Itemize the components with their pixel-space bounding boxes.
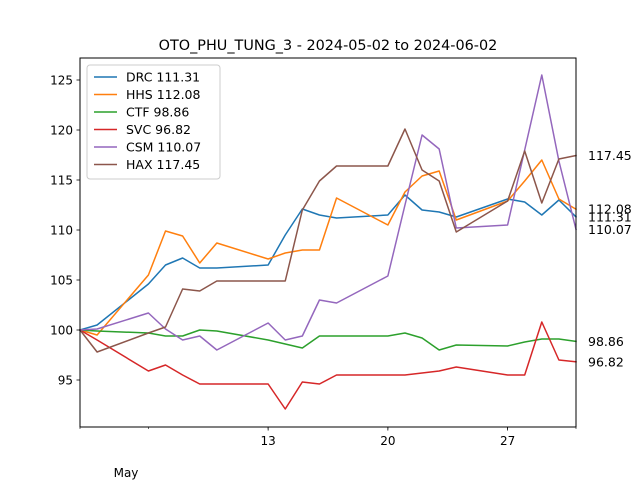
end-value-label-1: 112.08 — [588, 202, 632, 217]
series-line-4 — [79, 74, 577, 351]
legend-label-2: CTF 98.86 — [126, 105, 189, 120]
end-value-label-5: 117.45 — [588, 148, 632, 163]
series-layer — [78, 74, 578, 410]
end-value-label-0: 111.31 — [588, 209, 632, 224]
y-tick-label-4: 115 — [50, 174, 73, 188]
series-line-2 — [79, 329, 577, 351]
x-tick-label-1: 20 — [380, 434, 395, 448]
legend-frame — [86, 64, 221, 180]
end-value-label-4: 110.07 — [588, 222, 632, 237]
series-line-5 — [78, 128, 577, 353]
x-tick-label-0: 13 — [260, 434, 275, 448]
legend-label-0: DRC 111.31 — [126, 70, 200, 85]
x-month-label: May — [114, 466, 139, 480]
legend-label-1: HHS 112.08 — [126, 87, 200, 102]
y-tick-label-1: 100 — [50, 324, 73, 338]
series-line-1 — [79, 159, 578, 336]
axes-layer: 95 100 105 110 115 120 125 13 20 27 May — [50, 74, 577, 480]
chart-title: OTO_PHU_TUNG_3 - 2024-05-02 to 2024-06-0… — [159, 38, 498, 54]
y-tick-label-3: 110 — [50, 224, 73, 238]
legend: DRC 111.31 HHS 112.08 CTF 98.86 SVC 96.82 CS… — [86, 64, 221, 180]
end-value-label-2: 98.86 — [588, 334, 624, 349]
legend-label-3: SVC 96.82 — [126, 122, 191, 137]
y-tick-label-2: 105 — [50, 274, 73, 288]
legend-label-5: HAX 117.45 — [126, 157, 200, 172]
series-line-3 — [78, 321, 577, 410]
y-tick-label-5: 120 — [50, 124, 73, 138]
x-tick-label-2: 27 — [500, 434, 515, 448]
plot-frame — [79, 57, 577, 428]
series-line-0 — [79, 194, 578, 331]
y-tick-label-6: 125 — [50, 74, 73, 88]
legend-label-4: CSM 110.07 — [126, 140, 201, 155]
y-tick-label-0: 95 — [58, 374, 73, 388]
end-value-label-3: 96.82 — [588, 354, 624, 369]
